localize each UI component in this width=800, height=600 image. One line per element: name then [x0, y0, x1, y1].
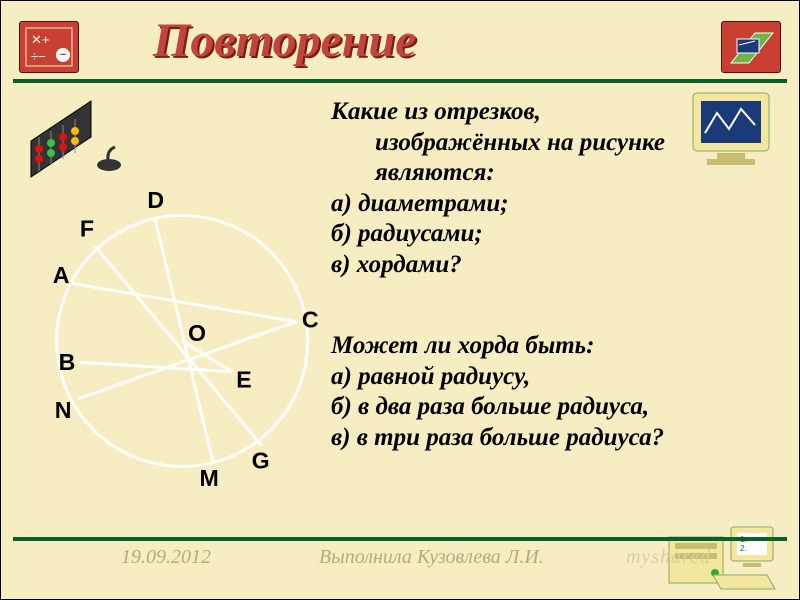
monitor-card-icon: [727, 27, 775, 67]
slide-title: Повторение: [153, 13, 416, 68]
svg-text:M: M: [200, 465, 219, 491]
svg-text:2.: 2.: [740, 544, 747, 553]
svg-text:G: G: [252, 447, 270, 473]
watermark: myshared: [626, 546, 711, 569]
header-card-right: [721, 21, 781, 73]
svg-text:E: E: [236, 366, 251, 392]
q1-lead2: изображённых на рисунке: [331, 128, 791, 159]
rule-top: [13, 79, 787, 83]
question-2: Может ли хорда быть: а) равной радиусу, …: [331, 331, 791, 453]
footer-author: Выполнила Кузовлева Л.И.: [319, 546, 544, 569]
svg-text:C: C: [302, 306, 319, 332]
q1-b: б) радиусами;: [331, 220, 483, 247]
svg-text:A: A: [53, 262, 70, 288]
svg-text:D: D: [147, 187, 164, 213]
q1-a: а) диаметрами;: [331, 190, 509, 217]
q2-a: а) равной радиусу,: [331, 363, 530, 390]
q1-lead3: являются:: [331, 158, 791, 189]
circle-diagram: A B C D E F G M N O: [47, 171, 327, 511]
q2-c: в) в три раза больше радиуса?: [331, 424, 664, 451]
svg-text:÷−: ÷−: [31, 49, 46, 64]
math-ops-icon: ✕+ ÷−: [25, 27, 73, 67]
slide: ✕+ ÷− Повторение: [0, 0, 800, 600]
q1-lead: Какие из отрезков,: [331, 98, 541, 125]
rule-bottom: [13, 537, 787, 541]
question-1: Какие из отрезков, изображённых на рисун…: [331, 97, 791, 280]
svg-text:✕+: ✕+: [31, 32, 49, 47]
svg-text:N: N: [55, 397, 72, 423]
q2-b: б) в два раза больше радиуса,: [331, 393, 649, 420]
header-card-left: ✕+ ÷−: [19, 21, 79, 73]
svg-text:O: O: [188, 320, 206, 346]
q1-c: в) хордами?: [331, 251, 462, 278]
svg-text:B: B: [59, 349, 76, 375]
svg-text:F: F: [80, 216, 94, 242]
q2-lead: Может ли хорда быть:: [331, 332, 594, 359]
footer-date: 19.09.2012: [121, 546, 211, 569]
